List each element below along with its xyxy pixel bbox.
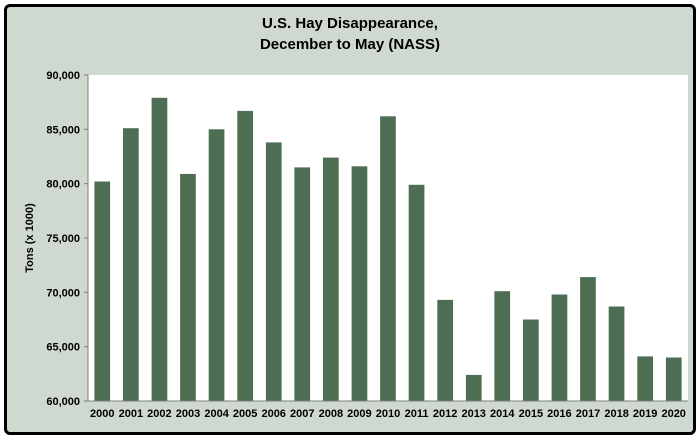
bar-2019 [637,356,653,401]
x-tick-label: 2018 [604,408,628,420]
x-tick-label: 2007 [290,408,314,420]
bar-2010 [380,116,396,402]
bar-2004 [208,129,225,402]
y-tick-label: 90,000 [46,70,80,82]
bar-2001 [123,128,139,401]
bar-2011 [408,184,425,401]
bar-2000 [94,181,111,401]
x-tick-label: 2013 [461,408,485,420]
y-tick-label: 75,000 [46,233,80,245]
bar-2007 [294,167,311,401]
x-tick-label: 2010 [376,408,400,420]
y-tick-label: 85,000 [46,124,80,136]
bar-2018 [608,306,625,401]
chart-title-line-1: U.S. Hay Disappearance, [262,15,438,32]
y-tick-label: 80,000 [46,179,80,191]
x-tick-label: 2014 [490,408,515,420]
x-tick-label: 2003 [176,408,200,420]
x-tick-label: 2011 [405,408,429,420]
bar-2014 [494,291,511,401]
bar-2015 [523,319,539,401]
x-tick-label: 2020 [661,408,685,420]
bar-2005 [237,110,253,402]
bar-2006 [265,142,282,401]
x-tick-label: 2000 [90,408,114,420]
x-tick-label: 2017 [576,408,600,420]
bar-2017 [580,277,596,401]
bar-2003 [180,173,196,401]
x-tick-label: 2005 [233,408,257,420]
bar-2012 [437,299,453,401]
bar-2020 [665,357,682,401]
x-tick-label: 2016 [547,408,571,420]
x-tick-label: 2015 [519,408,543,420]
x-tick-label: 2006 [261,408,285,420]
x-tick-label: 2008 [319,408,343,420]
x-tick-label: 2002 [147,408,171,420]
x-tick-label: 2001 [119,408,143,420]
bar-2002 [151,97,168,402]
x-tick-label: 2019 [633,408,657,420]
x-tick-label: 2004 [204,408,229,420]
bar-2016 [551,294,568,401]
x-tick-label: 2012 [433,408,457,420]
chart-title-line-2: December to May (NASS) [260,36,440,53]
y-tick-label: 60,000 [46,396,80,408]
y-axis-label: Tons (x 1000) [24,203,36,273]
y-tick-label: 70,000 [46,287,80,299]
bar-2009 [351,166,368,401]
y-tick-label: 65,000 [46,342,80,354]
x-tick-label: 2009 [347,408,371,420]
bar-2008 [323,157,339,401]
bar-2013 [465,374,482,401]
